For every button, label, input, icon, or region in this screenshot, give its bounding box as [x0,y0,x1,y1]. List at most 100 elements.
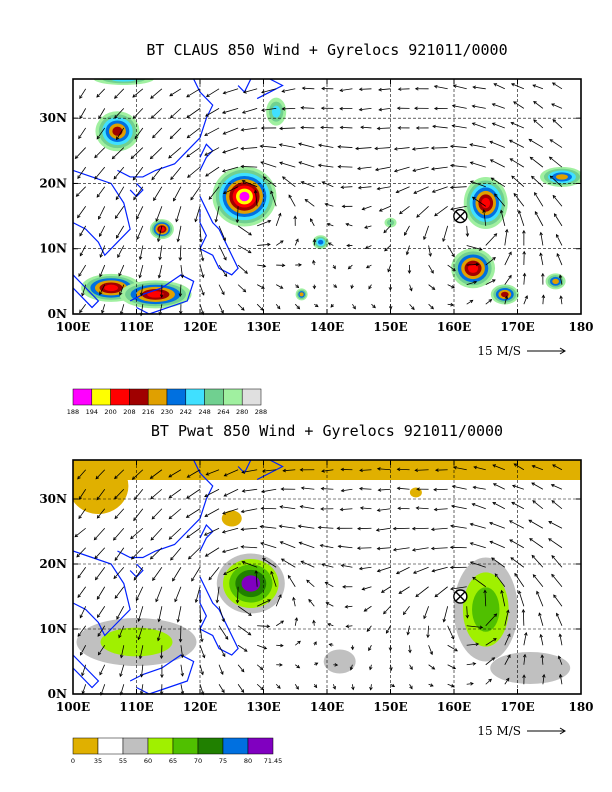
wind-arrow [492,502,505,510]
wind-arrow [136,206,144,220]
wind-arrow [511,484,524,490]
wind-arrow [138,645,144,660]
wind-arrow [471,104,486,109]
coastline [256,79,284,100]
wind-arrow [504,274,512,285]
wind-arrow [551,573,563,588]
wind-arrow [369,664,373,671]
wind-arrow [114,586,125,599]
wind-arrow [293,215,297,226]
wind-vectors [74,82,563,317]
wind-arrow [115,186,125,201]
convective-cloud [481,197,491,209]
wind-arrow [318,143,334,148]
wind-arrow [280,558,296,568]
wind-arrow [169,127,182,140]
wind-arrow [551,103,563,109]
wind-arrow [416,487,429,491]
wind-arrow [208,186,220,200]
wind-arrow [324,582,334,588]
wind-arrow [204,547,220,557]
colorbar-label: 264 [217,408,229,416]
wind-arrow [320,486,334,491]
wind-arrow [320,106,334,111]
wind-arrow [215,586,220,604]
wind-arrow [383,605,391,615]
wind-arrow [356,546,372,550]
wind-arrow [191,567,201,582]
wind-arrow [223,469,239,477]
wind-arrow [339,106,353,111]
wind-arrow [240,508,258,514]
wind-arrow [150,88,163,99]
wind-arrow [453,465,467,471]
wind-arrow [276,643,284,648]
wind-arrow [336,526,353,531]
wind-arrow [469,542,486,549]
wind-arrow [553,594,563,607]
wind-arrow [186,127,201,139]
wind-arrow [499,209,506,226]
wind-arrow [237,684,245,693]
wind-arrow [218,645,226,658]
wind-arrow [187,166,201,178]
wind-arrow [175,206,182,223]
wind-arrow [79,303,87,314]
wind-arrow [340,467,353,472]
wind-arrow [260,161,277,168]
wind-arrow [472,85,486,90]
wind-arrow [312,238,317,246]
wind-arrow [414,86,429,91]
wind-arrow [300,125,315,130]
wind-arrow [409,303,415,311]
wind-arrow [402,606,410,616]
wind-arrow [78,264,87,277]
gyre-marker [453,589,468,604]
wind-arrow [218,264,228,278]
x-tick-label: 150E [373,320,407,334]
wind-arrow [221,547,239,554]
wind-arrow [395,186,410,194]
field-layer [73,79,581,314]
wind-arrow [295,664,301,669]
wind-arrow [517,209,525,226]
wind-arrow [149,469,163,479]
wind-arrow [415,586,429,598]
wind-arrow [150,488,163,500]
coastline [237,79,252,94]
wind-arrow [321,469,334,473]
wind-arrow [551,82,563,90]
wind-arrow [395,566,410,575]
wind-arrow [431,186,448,193]
wind-arrow [96,606,106,619]
wind-arrow [398,205,410,215]
wind-arrow [132,166,144,181]
wind-arrow [150,527,163,541]
moisture-field [221,510,242,527]
wind-arrow [260,126,277,130]
wind-arrow [469,143,486,148]
wind-arrow [205,88,220,97]
colorbar-swatch [222,737,249,755]
wind-arrow [485,257,496,266]
wind-arrow [117,245,125,259]
wind-arrow [253,189,258,207]
wind-arrow [435,468,448,472]
wind-arrow [81,664,87,677]
colorbar-swatch [185,388,205,406]
wind-arrow [96,186,106,198]
wind-arrow [393,166,410,173]
wind-arrow [514,572,525,587]
coastline [199,523,214,552]
wind-arrow [287,574,296,587]
wind-arrow [292,596,296,607]
wind-arrow [312,284,317,290]
wind-arrow [433,106,448,111]
wind-arrow [222,127,239,135]
wind-arrow [504,633,511,646]
wind-arrow [75,186,86,197]
wind-arrow [168,469,182,478]
wind-arrow [79,606,87,619]
wind-arrow [270,570,277,587]
wind-arrow [180,684,185,695]
